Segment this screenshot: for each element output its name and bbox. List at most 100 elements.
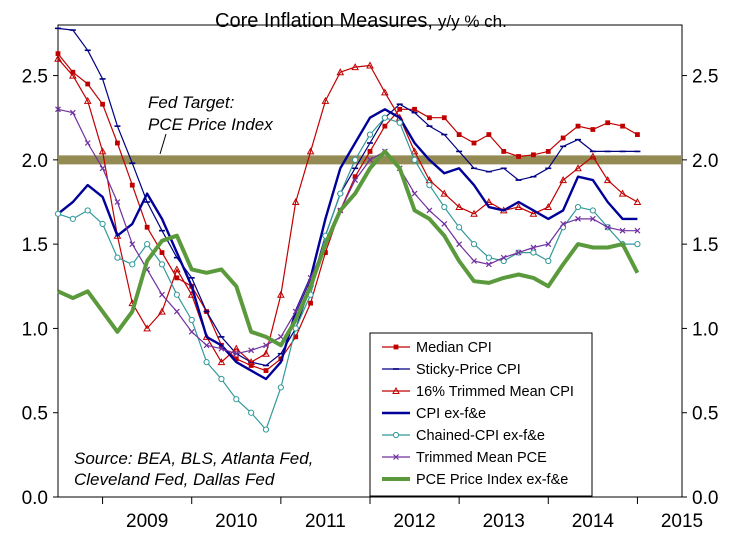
data-point [233,356,239,362]
series-line [57,108,638,381]
data-point [574,164,582,172]
legend-box [369,332,593,497]
legend: Median CPI Sticky-Price CPI 16% Trimmed Me… [369,332,593,497]
x-tick-label: 2011 [305,511,346,532]
legend-item: Median CPI [382,340,492,356]
data-point [411,156,418,163]
data-point [203,342,210,349]
data-point [173,308,180,315]
data-point [397,106,403,112]
y-tick-label-right: 0.0 [692,488,718,509]
data-point [321,96,330,104]
data-point [188,328,195,335]
data-point [516,154,521,159]
y-tick-label-left: 1.0 [22,319,48,340]
fed-target-band [58,133,682,165]
data-point [203,359,210,366]
data-point [485,254,492,261]
data-point [173,265,181,273]
chart-title-suffix: y/y % ch. [438,12,507,31]
data-point [129,241,136,248]
series-line [57,53,638,372]
source-note-line1: Source: BEA, BLS, Atlanta Fed, [74,449,313,468]
data-point [55,51,61,57]
data-point [393,454,399,460]
fed-target-label-line1: Fed Target: [148,93,235,112]
data-point [247,358,255,366]
data-point [232,344,241,352]
data-point [217,358,226,366]
data-point [456,224,463,231]
y-tick-label-left: 1.5 [22,235,48,256]
fed-target-label-line2: PCE Price Index [148,115,273,134]
legend-label: PCE Price Index ex-f&e [416,472,568,488]
y-tick-label-left: 2.0 [22,151,48,172]
data-point [115,140,120,146]
data-point [455,203,463,211]
data-point [393,344,399,350]
data-point [471,140,477,146]
data-point [500,254,507,261]
data-point [84,140,91,146]
data-point [529,209,538,217]
y-tick-label-right: 2.0 [692,151,718,172]
legend-item: Trimmed Mean PCE [382,450,547,466]
data-point [531,152,536,158]
data-point [352,156,359,163]
data-point [470,209,478,217]
data-point [54,210,62,217]
data-point [618,189,627,197]
x-tick-label: 2010 [215,511,257,532]
data-point [98,147,107,155]
data-point [248,347,255,354]
data-point [263,368,269,373]
data-point [545,257,552,265]
legend-label: Sticky-Price CPI [416,362,521,378]
data-point [292,325,299,332]
legend-item: Chained-CPI ex-f&e [382,428,545,444]
svg-text:Core Inflation Measures,y/y %: Core Inflation Measures, y/y % ch. [215,10,507,32]
data-point [218,345,225,352]
data-point [367,149,373,154]
data-point [589,215,596,222]
data-point [248,363,254,368]
data-point [560,220,567,227]
data-point [277,290,285,298]
y-tick-label-left: 0.5 [22,404,48,425]
data-point [84,207,91,214]
data-point [85,81,91,87]
plot-frame [53,24,687,504]
data-point [470,241,478,248]
series-line [57,108,638,355]
data-point [143,324,151,332]
data-point [559,176,567,184]
series-3 [57,108,638,381]
data-point [396,119,403,126]
data-point [530,244,537,251]
data-point [233,396,240,403]
legend-item: CPI ex-f&e [382,406,486,422]
series-line [57,149,640,348]
series-2 [54,54,642,366]
data-point [471,258,477,264]
data-point [410,147,419,155]
legend-label: Median CPI [416,340,492,356]
annotations: Fed Target: PCE Price Index Source: BEA,… [74,93,313,489]
data-point [382,123,388,129]
data-point [545,241,552,248]
y-tick-label-right: 2.5 [692,67,718,88]
data-point [114,199,121,205]
data-point [336,68,345,76]
data-point [144,224,150,230]
data-point [277,384,284,391]
data-point [114,254,121,261]
data-point [263,342,269,349]
data-point [218,375,225,383]
data-point [55,106,61,113]
legend-item: PCE Price Index ex-f&e [382,472,568,488]
series-layer [54,27,642,433]
data-point [635,132,640,137]
data-point [619,227,626,234]
data-point [69,71,77,79]
data-point [634,241,641,248]
